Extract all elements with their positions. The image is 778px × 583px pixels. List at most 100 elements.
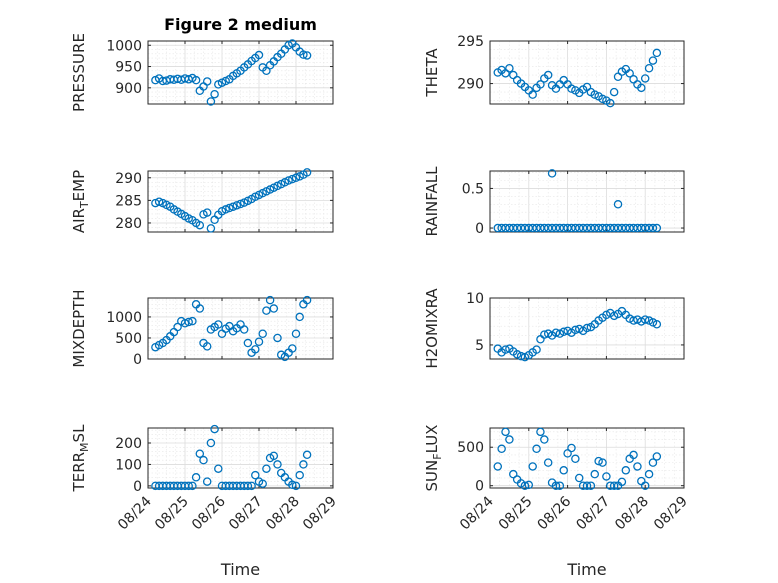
data-point	[243, 338, 253, 348]
data-point	[236, 199, 245, 209]
data-point	[239, 325, 249, 334]
data-point	[288, 480, 297, 490]
data-point	[273, 333, 282, 343]
data-point	[652, 223, 662, 233]
data-point	[258, 479, 267, 488]
x-axis-label-right: Time	[566, 560, 606, 579]
x-tick-label: 08/26	[189, 493, 229, 533]
data-point	[532, 345, 541, 354]
subplot-h2omixra: 5 10 H2OMIXRA	[423, 288, 685, 369]
data-point	[269, 304, 279, 313]
axes-box	[147, 170, 334, 233]
data-point	[563, 449, 572, 458]
axes-box	[489, 297, 685, 360]
data-point	[202, 477, 212, 486]
data-point	[644, 469, 654, 479]
x-tick-label: 08/27	[226, 494, 266, 534]
data-point	[214, 320, 223, 329]
data-point	[188, 316, 197, 326]
data-point	[648, 223, 658, 233]
subplot-pressure: 900 950 1000 PRESSURE	[70, 33, 334, 112]
data-point	[180, 318, 190, 328]
data-point	[536, 427, 545, 437]
data-point	[221, 205, 230, 214]
data-point	[191, 75, 201, 85]
data-point	[543, 70, 553, 80]
data-point	[617, 477, 627, 487]
data-point	[225, 203, 234, 213]
data-point	[652, 320, 662, 329]
y-tick-label: 285	[115, 193, 142, 209]
y-tick-label: 280	[115, 216, 142, 232]
data-point	[302, 295, 312, 305]
data-point	[295, 312, 304, 322]
data-point	[629, 316, 638, 325]
x-tick-label: 08/27	[573, 494, 613, 534]
data-point	[154, 197, 164, 206]
x-tick-label: 08/28	[263, 494, 303, 534]
data-point	[540, 330, 549, 339]
data-point	[543, 458, 553, 467]
subplot-air: 280 285 290 AIRTEMP	[70, 168, 334, 233]
data-point	[571, 325, 580, 335]
y-axis-label: AIRTEMP	[70, 170, 91, 233]
data-point	[555, 481, 565, 490]
data-point	[202, 77, 212, 86]
data-point	[567, 84, 576, 93]
data-point	[609, 87, 619, 97]
y-axis-label: RAINFALL	[423, 166, 441, 237]
data-point	[640, 315, 650, 324]
data-point	[173, 322, 182, 332]
axes-box	[147, 297, 334, 360]
data-point	[528, 462, 537, 471]
data-point	[195, 220, 205, 230]
y-tick-label: 295	[457, 34, 484, 50]
data-point	[195, 449, 205, 458]
data-point	[243, 481, 253, 491]
axes-box	[489, 40, 685, 105]
data-point	[547, 169, 557, 178]
data-point	[613, 200, 623, 209]
data-point	[254, 50, 264, 60]
data-point	[184, 317, 193, 327]
y-axis-label: THETA	[423, 48, 441, 98]
data-point	[291, 329, 301, 339]
y-tick-label: 290	[115, 171, 142, 187]
x-tick-label: 08/25	[496, 494, 536, 534]
data-point	[609, 481, 619, 490]
y-tick-label: 500	[457, 440, 484, 456]
data-point	[606, 98, 615, 108]
data-point	[559, 466, 568, 475]
data-point	[590, 90, 600, 99]
data-point	[206, 97, 216, 106]
y-tick-label: 0	[475, 479, 484, 495]
data-point	[269, 451, 279, 461]
data-point	[262, 464, 271, 473]
subplot-mixdepth: 0 500 1000 MIXDEPTH	[70, 289, 334, 368]
x-tick-label: 08/24	[115, 493, 155, 533]
data-point	[640, 74, 650, 83]
y-axis-label: MIXDEPTH	[70, 289, 88, 367]
data-point	[265, 295, 275, 305]
data-point	[210, 424, 219, 434]
x-tick-label: 08/29	[300, 494, 340, 534]
data-point	[251, 345, 260, 354]
data-point	[532, 444, 541, 454]
y-tick-label: 0.5	[462, 181, 484, 197]
y-tick-label: 0	[133, 479, 142, 495]
data-point	[295, 470, 304, 480]
data-point	[598, 94, 607, 104]
data-point	[258, 329, 267, 339]
y-axis-label: PRESSURE	[70, 33, 88, 112]
data-point	[228, 202, 238, 211]
data-point	[302, 168, 312, 177]
data-point	[520, 481, 530, 490]
data-point	[602, 472, 611, 481]
data-point	[501, 427, 510, 437]
y-tick-label: 290	[457, 77, 484, 93]
y-tick-label: 900	[115, 81, 142, 97]
y-axis-label: H2OMIXRA	[423, 288, 441, 369]
data-point	[273, 460, 282, 469]
